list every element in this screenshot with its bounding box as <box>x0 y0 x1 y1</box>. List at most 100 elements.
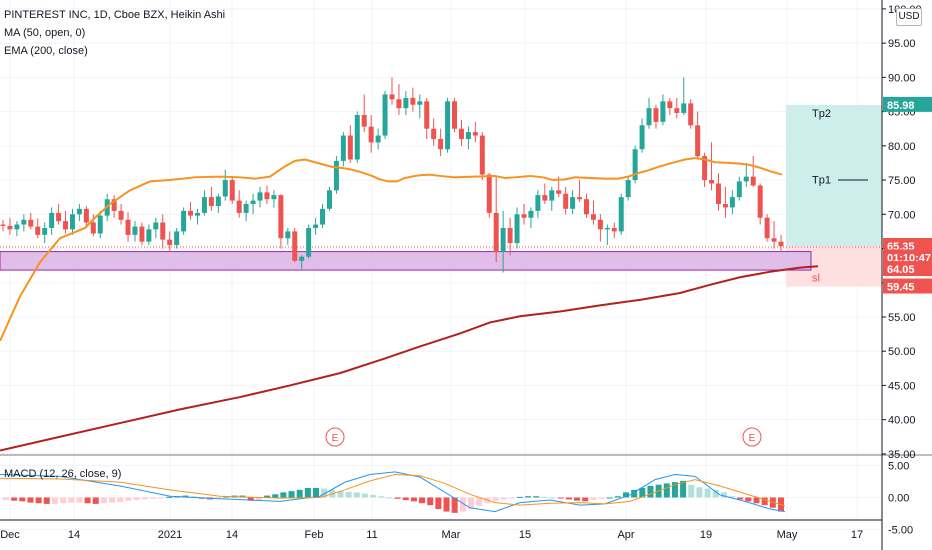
candle-body <box>333 160 339 191</box>
macd-hist-bar <box>247 497 254 501</box>
macd-hist-bar <box>402 497 409 501</box>
time-tick-label: 14 <box>68 529 80 541</box>
macd-hist-bar <box>215 497 222 499</box>
candle-body <box>410 97 416 105</box>
macd-hist-bar <box>492 497 499 501</box>
candle-body <box>111 199 117 211</box>
candle-body <box>549 190 555 201</box>
ema-200-line <box>0 265 819 452</box>
price-tick-label: 35.00 <box>888 449 916 461</box>
macd-hist-bar <box>729 496 736 498</box>
candle-body <box>0 224 6 226</box>
macd-hist-bar <box>410 497 417 502</box>
macd-hist-bar <box>720 492 727 498</box>
macd-hist-bar <box>3 497 9 501</box>
macd-hist-bar <box>468 497 474 510</box>
candle-body <box>222 180 228 197</box>
candle-body <box>354 115 360 160</box>
candle-body <box>681 103 687 113</box>
candle-body <box>695 125 701 157</box>
candle-body <box>445 101 451 150</box>
candle-body <box>375 135 381 143</box>
macd-hist-bar <box>100 497 107 504</box>
macd-hist-bar <box>141 497 148 500</box>
time-tick-label: Mar <box>442 529 461 541</box>
candle-body <box>431 128 437 139</box>
macd-signal-line <box>0 473 786 507</box>
macd-hist-bar <box>451 497 458 513</box>
candle-body <box>521 214 527 218</box>
candle-body <box>278 195 284 239</box>
candle-body <box>167 239 173 246</box>
candle-body <box>577 197 583 200</box>
candle-body <box>250 200 256 205</box>
time-tick-label: 17 <box>851 529 863 541</box>
candle-body <box>458 128 464 139</box>
candlestick-series <box>0 77 784 273</box>
candle-body <box>215 196 221 207</box>
macd-hist-bar <box>353 492 360 498</box>
macd-hist-bar <box>435 497 442 510</box>
macd-hist-bar <box>647 485 654 498</box>
macd-hist-bar <box>680 480 687 498</box>
candle-body <box>702 156 708 181</box>
candle-body <box>271 195 277 200</box>
macd-line <box>0 471 786 513</box>
macd-hist-bar <box>696 487 703 498</box>
macd-hist-bar <box>158 497 164 499</box>
time-tick-label: 19 <box>700 529 712 541</box>
candle-body <box>90 222 96 234</box>
candle-body <box>584 199 589 215</box>
candle-body <box>229 180 235 201</box>
macd-hist-bar <box>574 497 581 501</box>
price-tick-label: 55.00 <box>888 312 916 324</box>
macd-hist-bar <box>476 497 483 506</box>
candle-body <box>236 200 242 213</box>
macd-hist-bar <box>76 497 83 503</box>
candle-body <box>14 224 20 230</box>
ma-legend[interactable]: MA (50, open, 0) <box>4 27 86 39</box>
macd-tick-label: 0.00 <box>888 493 909 505</box>
earnings-marker <box>325 427 345 447</box>
macd-hist-bar <box>761 497 768 506</box>
candle-body <box>83 208 89 223</box>
macd-hist-bar <box>288 491 295 498</box>
candle-body <box>28 219 34 227</box>
candle-body <box>563 193 569 209</box>
earnings-marker-label: E <box>749 433 756 444</box>
currency-badge[interactable]: USD <box>896 8 922 26</box>
candle-body <box>208 197 214 207</box>
macd-hist-bar <box>149 497 156 499</box>
macd-hist-bar <box>459 497 466 512</box>
ema-legend[interactable]: EMA (200, close) <box>4 45 88 57</box>
candle-body <box>299 256 305 261</box>
indicator-lines <box>0 157 819 452</box>
candle-body <box>424 101 430 129</box>
candle-body <box>507 227 513 244</box>
candle-body <box>188 210 194 216</box>
candle-body <box>438 138 444 150</box>
candle-body <box>97 215 103 234</box>
candle-body <box>646 108 652 126</box>
macd-hist-bar <box>296 489 303 498</box>
symbol-legend[interactable]: PINTEREST INC, 1D, Cboe BZX, Heikin Ashi <box>4 9 226 21</box>
candle-body <box>597 219 603 230</box>
macd-hist-bar <box>361 493 368 498</box>
macd-hist-bar <box>117 497 124 502</box>
candle-body <box>403 97 409 109</box>
candle-body <box>63 221 69 230</box>
ma-50-line <box>0 157 783 342</box>
candle-body <box>632 149 638 181</box>
earnings-marker <box>742 427 762 447</box>
macd-hist-bar <box>133 497 140 501</box>
macd-hist-bar <box>345 491 352 498</box>
macd-legend[interactable]: MACD (12, 26, close, 9) <box>4 468 122 480</box>
candle-body <box>264 192 270 200</box>
price-axis-label-bg <box>883 238 932 254</box>
candle-body <box>660 101 666 122</box>
candle-body <box>472 132 478 136</box>
candle-body <box>49 212 55 228</box>
